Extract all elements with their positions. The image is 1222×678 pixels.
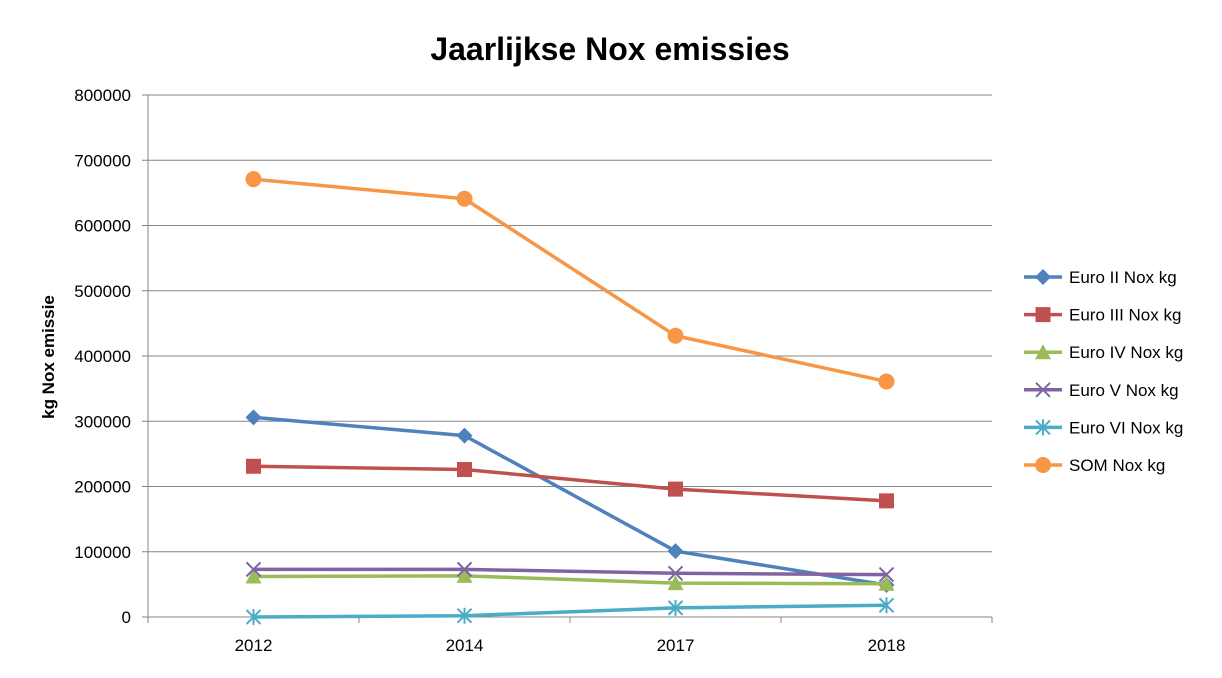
x-tick-labels: 2012 2014 2017 2018: [235, 636, 906, 655]
y-tick-label: 0: [122, 608, 131, 627]
data-point: [245, 171, 262, 188]
legend-marker: [1035, 457, 1051, 473]
series-4: [245, 561, 895, 583]
data-point: [456, 427, 473, 444]
gridlines: [148, 94, 992, 553]
legend-entry: Euro VI Nox kg: [1024, 418, 1183, 437]
y-tick-label: 200000: [74, 478, 131, 497]
data-point: [668, 481, 683, 497]
data-point: [245, 609, 262, 625]
legend-marker: [1035, 307, 1051, 323]
data-point: [878, 575, 895, 591]
series-1: [245, 409, 895, 594]
legend-label: Euro V Nox kg: [1069, 381, 1179, 400]
data-point: [879, 493, 894, 509]
data-point: [667, 327, 684, 344]
legend-label: Euro IV Nox kg: [1069, 343, 1183, 362]
series-line: [253, 464, 887, 503]
data-point: [456, 567, 473, 583]
y-tick-label: 800000: [74, 86, 131, 105]
y-tick-label: 100000: [74, 543, 131, 562]
series-6: [245, 171, 895, 390]
data-point: [878, 373, 895, 390]
data-point: [245, 409, 262, 426]
legend-label: Euro III Nox kg: [1069, 306, 1181, 325]
legend-entry: Euro V Nox kg: [1024, 381, 1179, 400]
x-tick-label: 2012: [235, 636, 273, 655]
legend-marker: [1035, 419, 1051, 436]
x-tick-label: 2014: [446, 636, 484, 655]
legend-entry: Euro III Nox kg: [1024, 306, 1181, 325]
data-point: [456, 607, 473, 624]
data-point: [456, 561, 473, 578]
series-line: [253, 603, 887, 619]
series-line: [253, 574, 887, 586]
legend-entry: SOM Nox kg: [1024, 456, 1165, 475]
x-tick-label: 2017: [657, 636, 695, 655]
x-tick-label: 2018: [868, 636, 906, 655]
series-3: [245, 567, 895, 591]
data-point: [667, 599, 684, 616]
data-point: [667, 565, 684, 581]
legend-marker: [1035, 269, 1051, 285]
axes: [142, 94, 993, 623]
data-point: [878, 597, 895, 614]
y-tick-label: 500000: [74, 282, 131, 301]
y-tick-label: 400000: [74, 347, 131, 366]
y-tick-label: 700000: [74, 151, 131, 170]
chart-title: Jaarlijkse Nox emissies: [430, 31, 789, 67]
data-point: [457, 462, 472, 478]
legend-entry: Euro II Nox kg: [1024, 268, 1177, 287]
series-line: [253, 567, 887, 577]
legend-entry: Euro IV Nox kg: [1024, 343, 1183, 362]
y-tick-labels: 0 100000 200000 300000 400000 500000 600000 700…: [74, 86, 131, 627]
legend-marker: [1035, 382, 1051, 398]
y-axis-label: kg Nox emissie: [39, 295, 58, 419]
series-line: [253, 177, 887, 384]
y-tick-label: 300000: [74, 412, 131, 431]
legend-label: Euro VI Nox kg: [1069, 418, 1183, 437]
data-point: [245, 561, 262, 578]
data-point: [245, 568, 262, 584]
data-point: [878, 566, 895, 583]
series-5: [245, 597, 895, 625]
series-2: [246, 458, 894, 509]
y-tick-label: 600000: [74, 217, 131, 236]
data-point: [667, 543, 684, 560]
series-group: [245, 171, 895, 625]
legend-label: Euro II Nox kg: [1069, 268, 1177, 287]
legend-label: SOM Nox kg: [1069, 456, 1165, 475]
series-line: [253, 415, 887, 587]
data-point: [667, 575, 684, 591]
data-point: [456, 190, 473, 207]
data-point: [246, 458, 261, 474]
legend: Euro II Nox kg Euro III Nox kg Euro IV Nox…: [1024, 268, 1183, 475]
legend-marker: [1035, 344, 1051, 360]
